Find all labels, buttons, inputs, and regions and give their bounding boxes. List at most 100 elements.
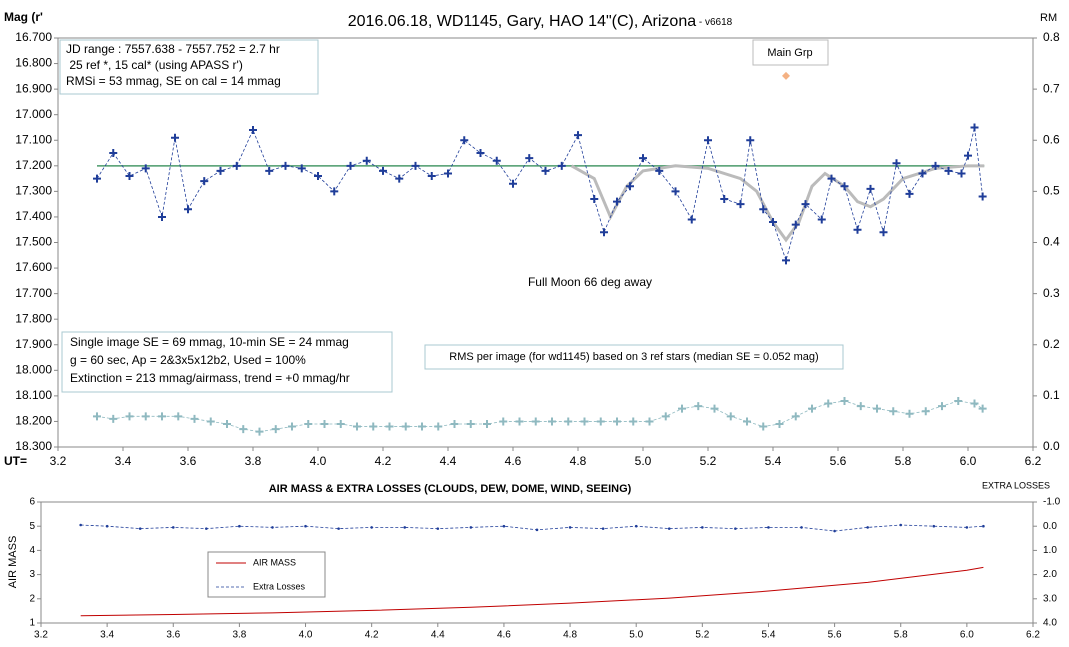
x-tick-label: 4.8 <box>563 630 577 641</box>
data-point <box>411 161 420 170</box>
x-tick-label: 6.0 <box>960 630 974 641</box>
data-point <box>726 412 735 421</box>
data-point <box>138 527 142 530</box>
data-point <box>978 192 987 201</box>
data-point <box>174 412 183 421</box>
data-point <box>525 154 534 163</box>
x-tick-label: 5.6 <box>828 630 842 641</box>
data-point <box>379 166 387 175</box>
y2-tick-label: 0.8 <box>1043 30 1060 44</box>
data-point <box>370 526 373 529</box>
series-line <box>96 127 984 262</box>
y-tick-label: 17.700 <box>15 286 52 300</box>
data-point <box>759 205 768 214</box>
x-tick-label: 4.2 <box>365 630 379 641</box>
data-point <box>255 427 264 436</box>
data-point <box>600 228 608 237</box>
data-point <box>337 527 340 530</box>
data-point <box>978 404 987 413</box>
data-point <box>954 396 963 405</box>
y-tick-label: 17.400 <box>15 209 52 223</box>
data-point <box>190 414 199 423</box>
data-point <box>93 412 101 421</box>
info-line: RMSi = 53 mmag, SE on cal = 14 mmag <box>66 74 281 88</box>
data-point <box>109 149 118 158</box>
data-point <box>840 182 849 191</box>
data-point <box>905 189 914 198</box>
x-tick-label: 5.4 <box>762 630 776 641</box>
data-point <box>502 524 506 528</box>
data-point <box>476 149 485 158</box>
data-point <box>791 220 800 229</box>
x-tick-label: 4.0 <box>299 630 313 641</box>
y-tick-label: 17.000 <box>15 107 52 121</box>
data-point <box>346 161 355 170</box>
data-point <box>362 156 371 165</box>
data-point <box>385 422 394 431</box>
data-point <box>639 154 647 163</box>
data-point <box>232 161 241 170</box>
data-point <box>336 419 345 428</box>
data-point <box>596 417 605 426</box>
x-tick-label: 3.6 <box>166 630 180 641</box>
data-point <box>590 195 599 204</box>
data-point <box>944 166 953 175</box>
data-point <box>827 174 836 183</box>
x-tick-label: 3.2 <box>50 454 67 468</box>
x-axis-label: UT= <box>4 454 27 468</box>
data-point <box>444 169 452 178</box>
y2-tick-label: 0.0 <box>1043 521 1057 532</box>
x-tick-label: 6.2 <box>1025 454 1042 468</box>
x-tick-label: 3.8 <box>245 454 262 468</box>
data-point <box>892 159 901 168</box>
y-tick-label: 18.200 <box>15 414 52 428</box>
y-tick-label: 16.800 <box>15 56 52 70</box>
chart-title: 2016.06.18, WD1145, Gary, HAO 14"(C), Ar… <box>348 13 733 30</box>
y2-axis-label: RM <box>1040 12 1057 24</box>
data-point <box>932 524 936 528</box>
y2-axis-label: EXTRA LOSSES <box>982 480 1050 490</box>
data-point <box>200 177 209 186</box>
data-point <box>704 136 712 145</box>
data-point <box>460 136 469 145</box>
y-tick-label: 1 <box>29 618 35 629</box>
data-point <box>418 422 426 431</box>
data-point <box>580 417 589 426</box>
data-point <box>466 419 475 428</box>
stats-line: Single image SE = 69 mmag, 10-min SE = 2… <box>70 335 349 349</box>
data-point <box>492 156 501 165</box>
data-point <box>427 172 436 181</box>
data-point <box>782 256 790 265</box>
data-point <box>626 182 634 191</box>
data-point <box>710 404 719 413</box>
x-tick-label: 5.0 <box>629 630 643 641</box>
stats-line: g = 60 sec, Ap = 2&3x5x12b2, Used = 100% <box>70 353 306 367</box>
data-point <box>531 417 540 426</box>
y-tick-label: 18.100 <box>15 388 52 402</box>
data-point <box>889 407 898 416</box>
data-point <box>239 425 248 434</box>
x-tick-label: 5.4 <box>765 454 782 468</box>
data-point <box>905 409 914 418</box>
data-point <box>678 404 686 413</box>
title: 2016.06.18, WD1145, Gary, HAO 14"(C), Ar… <box>348 13 696 30</box>
y-tick-label: 17.100 <box>15 132 52 146</box>
data-point <box>817 215 826 224</box>
data-point <box>206 417 215 426</box>
data-point <box>734 527 737 530</box>
y-tick-label: 16.900 <box>15 81 52 95</box>
data-point <box>840 396 849 405</box>
x-tick-label: 3.4 <box>115 454 132 468</box>
data-point <box>965 526 969 529</box>
legend <box>207 551 326 598</box>
y-tick-label: 3 <box>29 569 35 580</box>
data-point <box>436 527 440 530</box>
data-point <box>109 414 118 423</box>
y-tick-label: 5 <box>29 521 35 532</box>
y-tick-label: 18.300 <box>15 439 52 453</box>
info-line: JD range : 7557.638 - 7557.752 = 2.7 hr <box>66 42 280 56</box>
x-tick-label: 3.6 <box>180 454 197 468</box>
y2-tick-label: 3.0 <box>1043 593 1057 604</box>
moon-note: Full Moon 66 deg away <box>528 275 652 289</box>
